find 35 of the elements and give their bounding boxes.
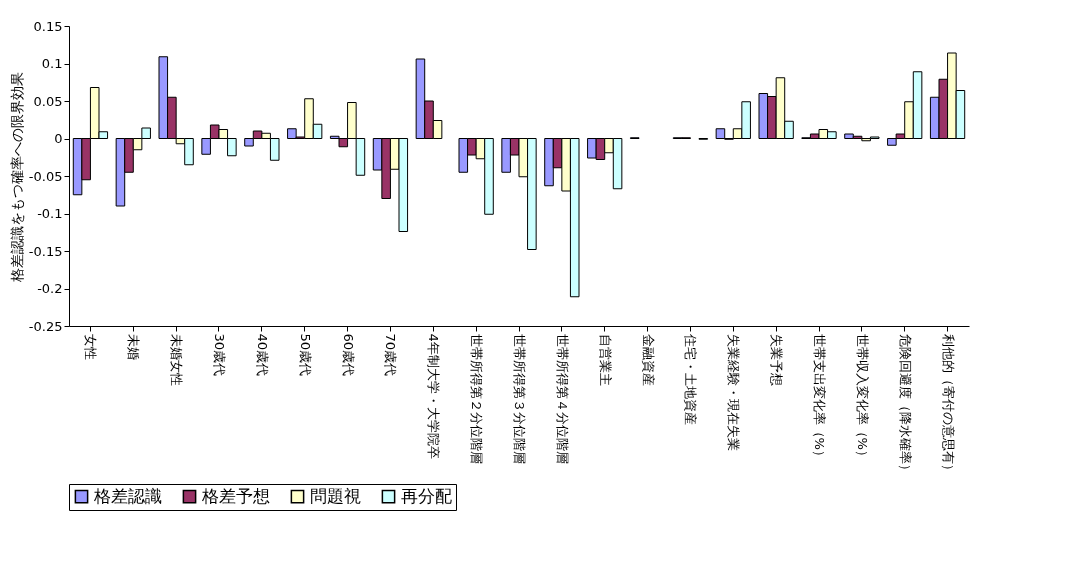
x-tick-label: 4年制大学・大学院卒 (426, 333, 442, 459)
x-tick-label: 30歳代 (212, 333, 227, 377)
x-tick-label: 50歳代 (297, 333, 313, 377)
x-tick-label: 住宅・土地資産 (683, 332, 699, 425)
legend-label: 格差予想 (201, 485, 270, 506)
x-tick-label: 女性 (83, 333, 99, 360)
x-tick-label: 失業予想 (769, 333, 785, 386)
legend-label: 格差認識 (93, 485, 162, 506)
y-tick-label: 0.1 (41, 56, 63, 71)
y-tick-label: -0.2 (37, 281, 63, 296)
y-tick-label: 0.05 (33, 93, 63, 109)
x-tick-label: 未婚女性 (169, 333, 185, 386)
y-tick-label: 0.15 (33, 18, 63, 34)
x-tick-label: 未婚 (126, 333, 142, 360)
x-tick-label: 世帯収入変化率（%） (854, 333, 870, 463)
legend-label: 問題視 (310, 485, 361, 506)
x-tick-label: 利他的（寄付の意思有） (940, 333, 956, 477)
y-tick-label: -0.05 (28, 168, 63, 184)
y-tick-label: 0 (54, 131, 63, 146)
x-tick-label: 世帯所得第３分位階層 (512, 333, 527, 464)
x-tick-label: 世帯所得第４分位階層 (554, 333, 570, 464)
y-tick-label: -0.1 (37, 206, 63, 221)
x-tick-label: 40歳代 (254, 333, 270, 377)
x-tick-label: 世帯所得第２分位階層 (469, 333, 485, 464)
x-tick-label: 危険回避度（降水確率） (897, 333, 913, 477)
y-tick-label: -0.15 (28, 243, 63, 259)
x-tick-label: 自営業主 (597, 333, 613, 386)
x-tick-label: 世帯支出変化率（%） (812, 333, 827, 463)
x-tick-label: 金融資産 (640, 333, 656, 386)
x-tick-label: 失業経験・現在失業 (726, 333, 742, 451)
legend-label: 再分配 (401, 485, 452, 506)
y-tick-label: -0.25 (28, 318, 63, 334)
x-tick-label: 60歳代 (340, 333, 356, 377)
x-tick-label: 70歳代 (383, 333, 399, 377)
y-axis-title: 格差認識をもつ確率への限界効果 (8, 71, 25, 283)
